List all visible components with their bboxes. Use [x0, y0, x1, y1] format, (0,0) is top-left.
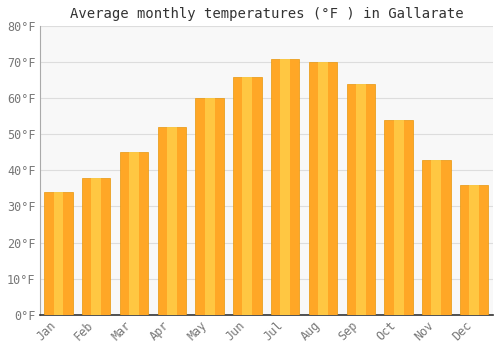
Bar [356, 84, 366, 315]
Bar [309, 62, 337, 315]
Bar [280, 59, 290, 315]
Bar [204, 98, 214, 315]
Bar [346, 84, 375, 315]
Bar [271, 59, 300, 315]
Bar [82, 178, 110, 315]
Bar [234, 77, 262, 315]
Bar [384, 120, 413, 315]
Bar [196, 98, 224, 315]
Bar [120, 152, 148, 315]
Bar [44, 192, 72, 315]
Bar [92, 178, 102, 315]
Bar [158, 127, 186, 315]
Bar [469, 185, 479, 315]
Bar [394, 120, 404, 315]
Bar [422, 160, 450, 315]
Bar [460, 185, 488, 315]
Bar [432, 160, 442, 315]
Bar [318, 62, 328, 315]
Bar [167, 127, 177, 315]
Bar [242, 77, 252, 315]
Title: Average monthly temperatures (°F ) in Gallarate: Average monthly temperatures (°F ) in Ga… [70, 7, 463, 21]
Bar [54, 192, 64, 315]
Bar [129, 152, 139, 315]
